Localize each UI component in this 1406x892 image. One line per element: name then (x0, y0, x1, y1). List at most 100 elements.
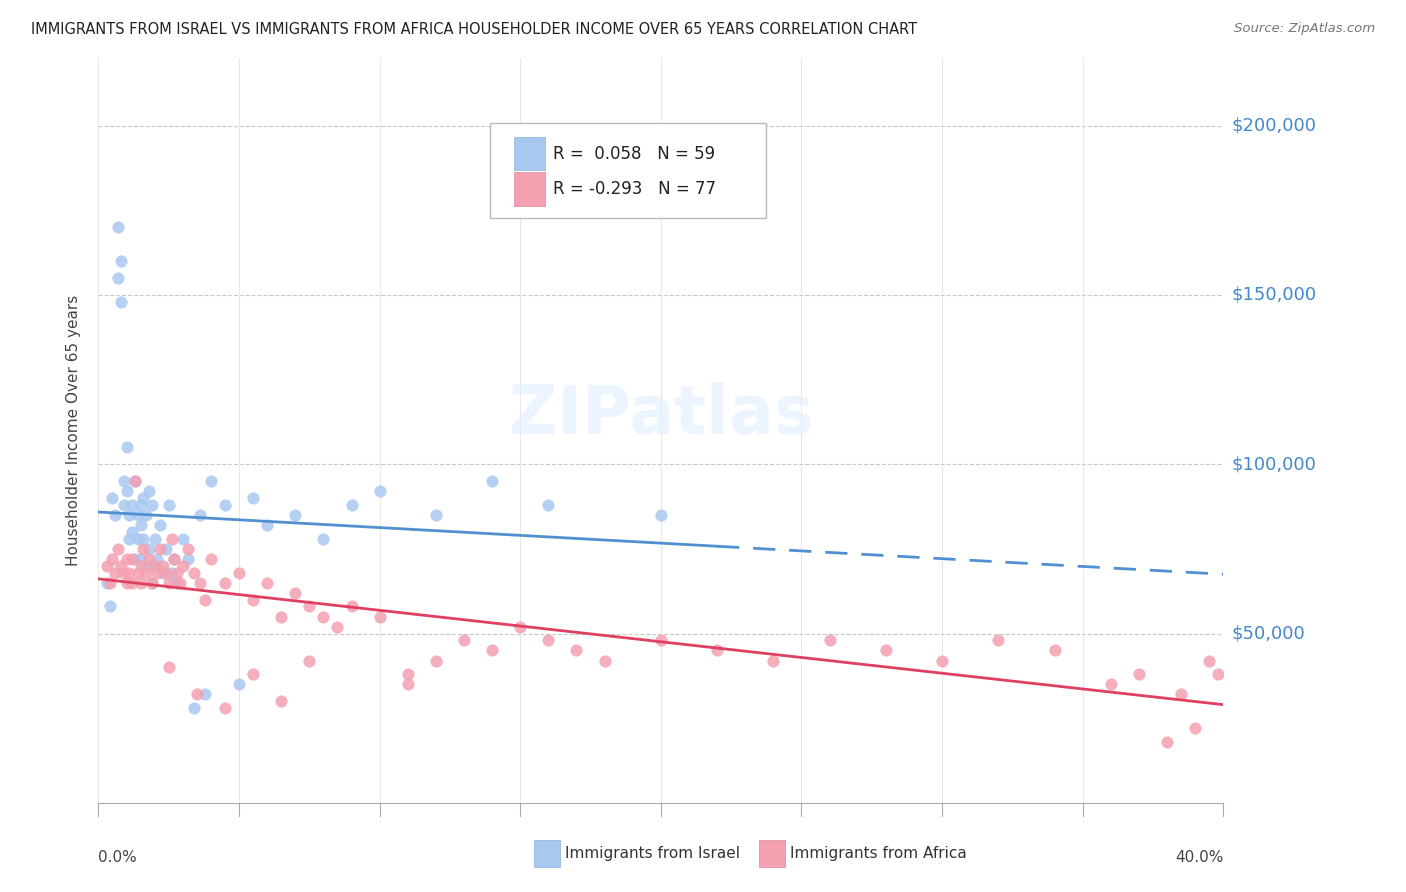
Point (155, 541, 177, 556)
Point (118, 566, 141, 580)
Point (481, 643, 503, 657)
Point (163, 552, 186, 566)
Point (155, 566, 177, 580)
Point (129, 558, 152, 573)
Point (368, 609, 391, 624)
Point (143, 532, 166, 546)
Point (242, 491, 264, 505)
Text: $100,000: $100,000 (1232, 455, 1316, 474)
Point (1184, 721, 1206, 735)
Point (172, 532, 194, 546)
Point (110, 558, 132, 573)
Point (96, 558, 118, 573)
Point (115, 575, 138, 590)
Point (127, 532, 149, 546)
Point (194, 592, 217, 607)
Point (143, 558, 166, 573)
Point (228, 677, 250, 691)
Point (270, 609, 292, 624)
Point (1156, 735, 1178, 749)
Point (98, 575, 121, 590)
Point (135, 558, 157, 573)
Point (141, 498, 163, 512)
Point (138, 484, 160, 499)
Point (987, 633, 1010, 648)
Point (112, 474, 135, 488)
Text: Householder Income Over 65 years: Householder Income Over 65 years (66, 294, 82, 566)
Point (706, 643, 728, 657)
Point (112, 498, 135, 512)
Point (127, 508, 149, 522)
Text: ZIPatlas: ZIPatlas (509, 383, 813, 449)
Point (121, 552, 143, 566)
Point (425, 508, 447, 522)
Point (298, 654, 321, 668)
Point (650, 508, 672, 522)
Point (183, 701, 205, 715)
Point (242, 667, 264, 681)
Point (143, 558, 166, 573)
Point (101, 491, 124, 505)
Point (129, 552, 152, 566)
Point (110, 294, 132, 309)
Point (396, 667, 419, 681)
Text: R =  0.058   N = 59: R = 0.058 N = 59 (554, 145, 716, 163)
Point (132, 532, 155, 546)
Point (1206, 667, 1229, 681)
Point (152, 566, 174, 580)
Point (107, 220, 129, 235)
Point (107, 541, 129, 556)
Point (163, 552, 186, 566)
Text: R = -0.293   N = 77: R = -0.293 N = 77 (554, 180, 717, 198)
Point (146, 552, 169, 566)
Point (650, 633, 672, 648)
Point (107, 271, 129, 285)
Point (340, 599, 363, 614)
Point (124, 474, 146, 488)
Point (270, 694, 292, 708)
Point (200, 474, 222, 488)
Point (256, 518, 278, 533)
Point (242, 592, 264, 607)
Point (110, 254, 132, 268)
Point (141, 575, 163, 590)
Point (169, 575, 191, 590)
Text: IMMIGRANTS FROM ISRAEL VS IMMIGRANTS FROM AFRICA HOUSEHOLDER INCOME OVER 65 YEAR: IMMIGRANTS FROM ISRAEL VS IMMIGRANTS FRO… (31, 22, 917, 37)
Point (166, 575, 188, 590)
Point (875, 643, 897, 657)
Point (149, 541, 172, 556)
Point (1128, 667, 1150, 681)
Point (152, 558, 174, 573)
Point (1198, 654, 1220, 668)
Point (127, 566, 149, 580)
Point (298, 599, 321, 614)
Point (157, 660, 180, 674)
Point (214, 701, 236, 715)
Point (115, 440, 138, 454)
Point (115, 484, 138, 499)
Point (124, 552, 146, 566)
Point (135, 566, 157, 580)
Point (228, 566, 250, 580)
Point (129, 518, 152, 533)
Point (121, 524, 143, 539)
Point (537, 498, 560, 512)
Text: Source: ZipAtlas.com: Source: ZipAtlas.com (1234, 22, 1375, 36)
Point (1043, 643, 1066, 657)
Point (818, 633, 841, 648)
Text: 40.0%: 40.0% (1175, 850, 1223, 865)
Point (326, 620, 349, 634)
Point (194, 688, 217, 702)
Point (132, 491, 155, 505)
Point (214, 498, 236, 512)
Point (124, 474, 146, 488)
Point (312, 609, 335, 624)
Text: Immigrants from Israel: Immigrants from Israel (565, 847, 740, 861)
Point (121, 498, 143, 512)
Point (177, 552, 200, 566)
Point (129, 575, 152, 590)
Point (149, 518, 172, 533)
Text: $200,000: $200,000 (1232, 117, 1316, 135)
Point (96, 575, 118, 590)
Point (160, 566, 183, 580)
